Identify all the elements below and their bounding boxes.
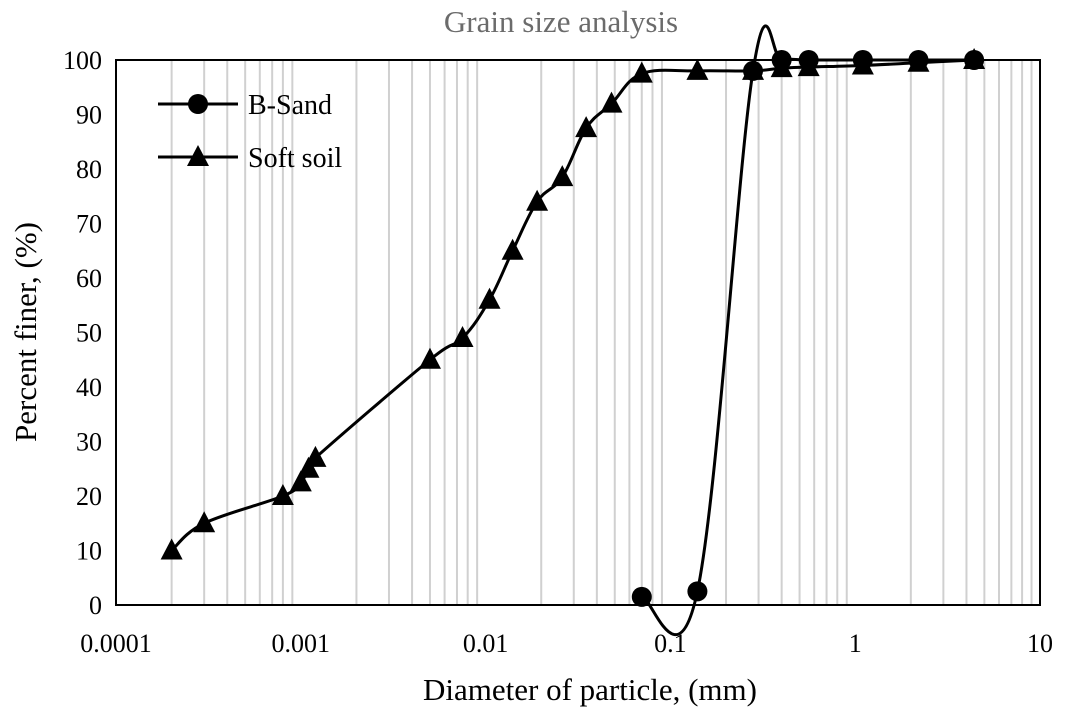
x-tick-label: 1 — [849, 629, 862, 658]
data-point-b-sand — [631, 586, 652, 607]
data-point-soft-soil — [478, 287, 501, 309]
y-tick-label: 10 — [76, 537, 102, 566]
series-markers — [160, 48, 986, 607]
data-point-soft-soil — [851, 53, 874, 75]
data-point-soft-soil — [304, 445, 327, 467]
y-tick-label: 30 — [76, 428, 102, 457]
y-tick-label: 80 — [76, 155, 102, 184]
legend-marker-b-sand — [188, 94, 208, 114]
y-axis-ticks: 0 10 20 30 40 50 60 70 80 90 100 — [63, 46, 102, 620]
legend: B-Sand Soft soil — [158, 90, 342, 174]
y-tick-label: 100 — [63, 46, 102, 75]
data-point-soft-soil — [770, 56, 793, 78]
data-point-soft-soil — [797, 55, 820, 77]
data-point-soft-soil — [907, 50, 930, 72]
data-point-soft-soil — [742, 58, 765, 80]
data-point-soft-soil — [575, 116, 598, 138]
data-point-soft-soil — [289, 470, 312, 492]
y-tick-label: 60 — [76, 264, 102, 293]
data-point-soft-soil — [297, 456, 320, 478]
data-point-soft-soil — [160, 538, 183, 560]
data-point-b-sand — [687, 581, 708, 602]
x-tick-label: 10 — [1027, 629, 1053, 658]
legend-item-b-sand: B-Sand — [158, 90, 332, 121]
y-tick-label: 90 — [76, 101, 102, 130]
data-point-soft-soil — [526, 189, 549, 211]
data-point-soft-soil — [418, 347, 441, 369]
data-point-soft-soil — [451, 325, 474, 347]
y-tick-label: 0 — [89, 591, 102, 620]
legend-label-soft-soil: Soft soil — [248, 143, 342, 174]
y-tick-label: 50 — [76, 319, 102, 348]
y-tick-label: 40 — [76, 373, 102, 402]
x-tick-label: 0.001 — [272, 629, 331, 658]
x-tick-label: 0.0001 — [80, 629, 152, 658]
data-point-soft-soil — [501, 238, 524, 260]
data-point-soft-soil — [193, 511, 216, 533]
legend-label-b-sand: B-Sand — [248, 90, 332, 121]
legend-item-soft-soil: Soft soil — [158, 143, 342, 174]
x-axis-label: Diameter of particle, (mm) — [423, 672, 757, 707]
legend-marker-soft-soil — [187, 145, 209, 166]
x-axis-ticks: 0.0001 0.001 0.01 0.1 1 10 — [80, 629, 1053, 658]
y-axis-label: Percent finer, (%) — [8, 222, 43, 442]
data-point-soft-soil — [600, 91, 623, 113]
x-tick-label: 0.01 — [463, 629, 509, 658]
data-point-soft-soil — [271, 484, 294, 505]
plot-area-frame — [115, 59, 1041, 606]
data-point-soft-soil — [630, 61, 653, 83]
x-tick-label: 0.1 — [654, 629, 687, 658]
data-point-soft-soil — [551, 165, 574, 187]
y-tick-label: 70 — [76, 210, 102, 239]
data-point-soft-soil — [686, 58, 709, 80]
y-tick-label: 20 — [76, 482, 102, 511]
data-point-soft-soil — [963, 48, 986, 69]
chart-title: Grain size analysis — [444, 4, 678, 39]
